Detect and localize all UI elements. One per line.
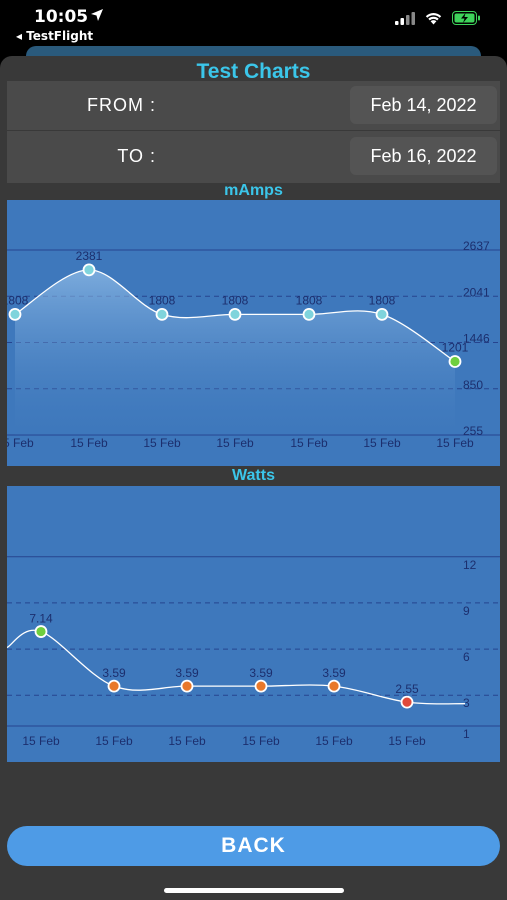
mamps-y-tick-label: 255 [463, 424, 483, 438]
back-button[interactable]: BACK [7, 826, 500, 866]
back-to-testflight-link[interactable]: ◂ TestFlight [16, 29, 94, 43]
mamps-data-label: 1808 [149, 293, 176, 307]
from-date-picker[interactable]: Feb 14, 2022 [350, 86, 497, 124]
watts-chart-svg: 1 3 6 9 12 15 Feb 15 Feb 15 Feb 15 Feb 15 Feb 15 F… [7, 556, 500, 748]
watts-y-tick-label: 3 [463, 696, 470, 710]
watts-y-tick-label: 9 [463, 604, 470, 618]
watts-data-point [107, 679, 121, 693]
mamps-chart: 255 850 1446 2041 2637 15 Feb 15 Feb 15 Feb 15 F… [7, 200, 500, 466]
mamps-area [15, 269, 455, 435]
mamps-data-label: 1808 [296, 293, 323, 307]
watts-y-tick-label: 12 [463, 558, 477, 572]
watts-x-tick-label: 15 Feb [95, 734, 133, 748]
watts-data-point [34, 625, 48, 638]
wifi-icon [424, 11, 443, 30]
mamps-y-tick-label: 850 [463, 378, 483, 392]
home-indicator [164, 888, 344, 893]
watts-data-point [180, 679, 194, 693]
watts-data-point [400, 695, 414, 709]
watts-x-tick-label: 15 Feb [388, 734, 426, 748]
mamps-x-tick-label: 15 Feb [143, 436, 181, 450]
mamps-data-label: 1201 [442, 341, 469, 355]
mamps-x-tick-label: 15 Feb [70, 436, 108, 450]
mamps-data-label: 2381 [76, 249, 103, 263]
test-charts-sheet: Test Charts FROM : Feb 14, 2022 TO : Feb… [0, 56, 507, 900]
mamps-x-tick-label: 15 Feb [7, 436, 34, 450]
mamps-data-point [155, 307, 169, 321]
mamps-data-point [228, 307, 242, 321]
mamps-y-tick-label: 1446 [463, 332, 490, 346]
mamps-chart-svg: 255 850 1446 2041 2637 15 Feb 15 Feb 15 Feb 15 F… [7, 239, 500, 450]
mamps-data-label: 1808 [7, 293, 29, 307]
mamps-y-tick-label: 2637 [463, 239, 490, 253]
to-label: TO : [117, 146, 156, 166]
mamps-data-point [448, 355, 462, 368]
watts-data-label: 3.59 [175, 666, 199, 680]
mamps-x-tick-label: 15 Feb [436, 436, 474, 450]
page-title: Test Charts [196, 60, 311, 83]
watts-chart: 1 3 6 9 12 15 Feb 15 Feb 15 Feb 15 Feb 15 Feb 15 F… [7, 486, 500, 762]
watts-data-label: 3.59 [322, 666, 346, 680]
watts-data-label: 3.59 [102, 666, 126, 680]
mamps-data-point [82, 263, 96, 277]
watts-series-line [7, 629, 466, 705]
status-time: 10:05 [34, 7, 89, 27]
cellular-signal-icon [395, 11, 415, 30]
watts-y-tick-label: 6 [463, 650, 470, 664]
status-bar: 10:05 ◂ TestFlight [0, 0, 507, 46]
mamps-x-tick-label: 15 Feb [216, 436, 254, 450]
to-row: TO : Feb 16, 2022 [7, 132, 500, 182]
from-label: FROM : [87, 95, 156, 115]
mamps-chart-title: mAmps [224, 182, 283, 199]
watts-x-tick-label: 15 Feb [315, 734, 353, 748]
mamps-data-point [302, 307, 316, 321]
mamps-data-label: 1808 [369, 293, 396, 307]
from-row: FROM : Feb 14, 2022 [7, 81, 500, 131]
watts-data-point [327, 679, 341, 693]
date-range-panel: FROM : Feb 14, 2022 TO : Feb 16, 2022 [7, 81, 500, 183]
watts-y-tick-label: 1 [463, 727, 470, 741]
watts-data-label: 7.14 [29, 612, 53, 626]
watts-chart-title: Watts [232, 467, 275, 484]
location-arrow-icon [90, 8, 104, 27]
battery-charging-icon [452, 11, 481, 30]
mamps-x-tick-label: 15 Feb [290, 436, 328, 450]
watts-data-label: 2.55 [395, 682, 419, 696]
watts-x-tick-label: 15 Feb [242, 734, 280, 748]
watts-data-point [254, 679, 268, 693]
to-date-picker[interactable]: Feb 16, 2022 [350, 137, 497, 175]
mamps-data-point [375, 307, 389, 321]
mamps-data-point [8, 307, 22, 321]
watts-data-label: 3.59 [249, 666, 273, 680]
watts-x-tick-label: 15 Feb [22, 734, 60, 748]
mamps-y-tick-label: 2041 [463, 285, 490, 299]
mamps-x-tick-label: 15 Feb [363, 436, 401, 450]
mamps-data-label: 1808 [222, 293, 249, 307]
watts-x-tick-label: 15 Feb [168, 734, 206, 748]
